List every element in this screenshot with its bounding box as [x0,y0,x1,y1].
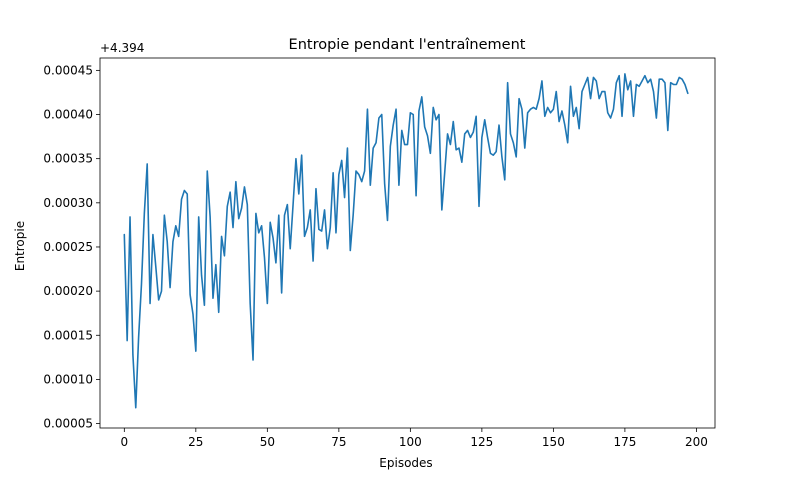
x-tick-label: 125 [470,435,493,449]
x-tick-label: 175 [613,435,636,449]
y-tick-label: 0.00035 [43,152,93,166]
y-tick-label: 0.00040 [43,108,93,122]
y-axis-label: Entropie [13,221,27,271]
y-tick-label: 0.00045 [43,63,93,77]
chart-title: Entropie pendant l'entraînement [289,37,526,53]
y-tick-label: 0.00025 [43,240,93,254]
y-tick-label: 0.00010 [43,372,93,386]
y-axis-ticks: 0.00005 0.00010 0.00015 0.00020 0.00025 0.000… [43,63,100,431]
axes-frame [99,57,716,429]
y-tick-label: 0.00030 [43,196,93,210]
x-tick-label: 75 [331,435,346,449]
x-axis-label: Episodes [379,456,432,470]
x-tick-label: 150 [542,435,565,449]
y-tick-label: 0.00005 [43,417,93,431]
x-tick-label: 50 [260,435,275,449]
x-tick-label: 200 [685,435,708,449]
x-tick-label: 25 [188,435,203,449]
entropy-series-line [123,73,689,409]
x-tick-label: 100 [399,435,422,449]
x-tick-label: 0 [120,435,128,449]
plot-area-border [99,57,716,429]
y-tick-label: 0.00015 [43,328,93,342]
x-axis-ticks: 0 25 50 75 100 125 150 175 200 [120,428,708,449]
y-offset-label: +4.394 [100,41,144,55]
y-tick-label: 0.00020 [43,284,93,298]
